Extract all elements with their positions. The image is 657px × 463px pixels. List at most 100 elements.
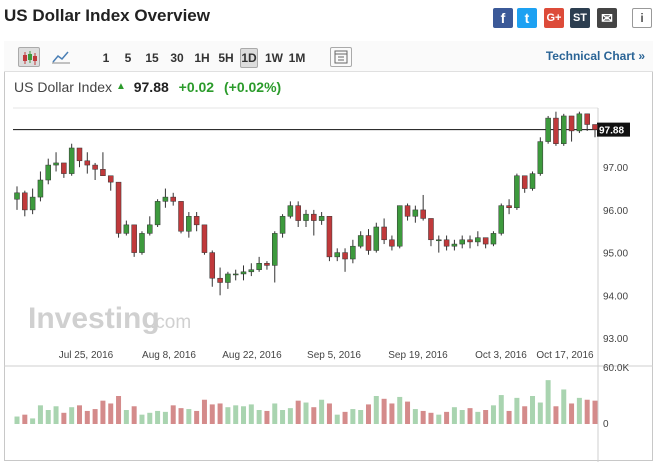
volume-bar xyxy=(22,414,28,424)
candle-body xyxy=(147,224,153,234)
volume-bar xyxy=(326,403,332,424)
candle-body xyxy=(68,147,75,174)
volume-bar xyxy=(545,380,551,424)
volume-bar xyxy=(490,405,496,424)
candle-body xyxy=(76,147,83,162)
candle-body xyxy=(553,117,559,144)
page-title: US Dollar Index Overview xyxy=(4,6,210,25)
volume-bar xyxy=(248,404,254,424)
candle-body xyxy=(521,175,528,189)
candle-body xyxy=(506,205,512,209)
candle-body xyxy=(389,239,395,247)
volume-bar xyxy=(342,411,348,424)
y-tick-label: 97.00 xyxy=(603,163,628,174)
candle-body xyxy=(232,273,239,276)
info-icon[interactable]: i xyxy=(632,8,652,28)
candle-body xyxy=(318,216,325,221)
technical-chart-link[interactable]: Technical Chart » xyxy=(545,49,645,63)
candle-body xyxy=(256,263,262,270)
candle-body xyxy=(123,224,130,234)
candle-body xyxy=(350,245,356,260)
candle-body xyxy=(84,160,91,166)
volume-bar xyxy=(475,411,481,424)
x-tick-label: Jul 25, 2016 xyxy=(59,350,114,361)
settings-panel-icon[interactable] xyxy=(330,47,352,67)
volume-bar xyxy=(569,403,575,424)
candle-body xyxy=(311,213,317,221)
candle-body xyxy=(482,237,489,245)
timeframe-1m[interactable]: 1M xyxy=(288,51,306,65)
volume-bar xyxy=(14,416,20,424)
x-tick-label: Oct 3, 2016 xyxy=(475,350,527,361)
volume-bar xyxy=(233,405,239,424)
candle-body xyxy=(568,115,575,132)
volume-bar xyxy=(381,398,387,424)
volume-bar xyxy=(365,404,371,424)
volume-tick-label: 0 xyxy=(603,419,609,430)
volume-bar xyxy=(436,414,442,424)
timeframe-5[interactable]: 5 xyxy=(124,51,132,65)
volume-bar xyxy=(256,410,262,424)
volume-bar xyxy=(584,399,590,424)
timeframe-15[interactable]: 15 xyxy=(145,51,159,65)
candle-body xyxy=(107,175,114,183)
candle-body xyxy=(37,179,44,198)
candle-body xyxy=(264,263,270,266)
candle-body xyxy=(561,115,567,144)
current-price-tag xyxy=(597,122,630,137)
candle-body xyxy=(365,235,372,251)
candle-body xyxy=(404,205,411,217)
twitter-icon[interactable]: t xyxy=(517,8,537,28)
volume-bar xyxy=(155,410,161,424)
candle-body xyxy=(537,141,544,174)
candle-body xyxy=(475,237,481,243)
facebook-icon[interactable]: f xyxy=(493,8,513,28)
timeframe-1w[interactable]: 1W xyxy=(265,51,283,65)
timeframe-1d[interactable]: 1D xyxy=(240,48,258,68)
y-tick-label: 95.00 xyxy=(603,249,628,260)
candle-body xyxy=(303,213,309,221)
candle-body xyxy=(178,201,184,232)
timeframe-30[interactable]: 30 xyxy=(170,51,184,65)
volume-bar xyxy=(76,405,82,424)
volume-bar xyxy=(451,407,457,424)
volume-bar xyxy=(131,406,137,424)
volume-bar xyxy=(61,412,67,424)
volume-bar xyxy=(53,406,59,424)
candle-body xyxy=(428,218,434,241)
candle-body xyxy=(342,252,348,260)
timeframe-1[interactable]: 1 xyxy=(102,51,110,65)
candle-body xyxy=(381,226,387,241)
candle-body xyxy=(396,205,403,247)
volume-bar xyxy=(209,404,215,424)
email-icon[interactable]: ✉ xyxy=(597,8,617,28)
volume-bar xyxy=(295,400,301,424)
candle-body xyxy=(115,181,122,234)
volume-bar xyxy=(108,403,114,424)
volume-bar xyxy=(116,396,122,424)
volume-bar xyxy=(522,406,528,424)
candle-body xyxy=(295,205,301,221)
investing-watermark: Investing xyxy=(28,302,160,335)
timeframe-5h[interactable]: 5H xyxy=(218,51,234,65)
volume-bar xyxy=(303,402,309,424)
x-tick-label: Sep 5, 2016 xyxy=(307,350,361,361)
x-tick-label: Sep 19, 2016 xyxy=(388,350,448,361)
stocktwits-icon[interactable]: ST xyxy=(570,8,590,28)
current-price-label: 97.88 xyxy=(599,126,624,137)
volume-bar xyxy=(412,409,418,424)
candle-body xyxy=(490,233,497,245)
candle-body xyxy=(592,124,598,130)
volume-bar xyxy=(147,412,153,424)
area-chart-icon[interactable] xyxy=(50,47,72,67)
candlestick-chart-icon[interactable] xyxy=(18,47,40,67)
volume-bar xyxy=(459,410,465,424)
candle-body xyxy=(22,192,28,211)
candle-body xyxy=(92,164,98,170)
volume-bar xyxy=(397,396,403,424)
candle-body xyxy=(576,113,583,132)
googleplus-icon[interactable]: G+ xyxy=(544,8,564,28)
timeframe-1h[interactable]: 1H xyxy=(194,51,210,65)
volume-bar xyxy=(139,414,145,424)
